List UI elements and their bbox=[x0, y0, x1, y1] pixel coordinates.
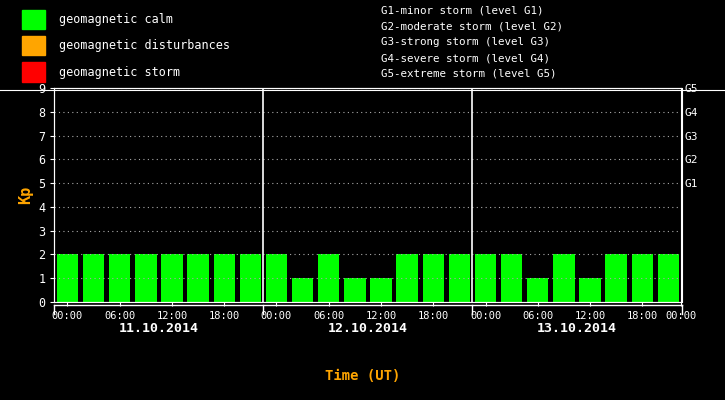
Bar bbox=[22, 62, 45, 82]
Bar bbox=[527, 278, 549, 302]
Text: geomagnetic disturbances: geomagnetic disturbances bbox=[59, 39, 231, 52]
Text: 12.10.2014: 12.10.2014 bbox=[328, 322, 408, 334]
Bar bbox=[57, 254, 78, 302]
Bar bbox=[266, 254, 287, 302]
Bar bbox=[658, 254, 679, 302]
Bar bbox=[22, 36, 45, 56]
Bar bbox=[397, 254, 418, 302]
Bar bbox=[240, 254, 261, 302]
Text: 13.10.2014: 13.10.2014 bbox=[537, 322, 617, 334]
Text: geomagnetic storm: geomagnetic storm bbox=[59, 66, 181, 79]
Text: G2-moderate storm (level G2): G2-moderate storm (level G2) bbox=[381, 21, 563, 31]
Text: G4-severe storm (level G4): G4-severe storm (level G4) bbox=[381, 53, 550, 63]
Bar bbox=[579, 278, 601, 302]
Bar bbox=[161, 254, 183, 302]
Bar bbox=[187, 254, 209, 302]
Text: 11.10.2014: 11.10.2014 bbox=[119, 322, 199, 334]
Bar bbox=[423, 254, 444, 302]
Bar bbox=[135, 254, 157, 302]
Y-axis label: Kp: Kp bbox=[17, 186, 33, 204]
Bar bbox=[631, 254, 653, 302]
Text: Time (UT): Time (UT) bbox=[325, 369, 400, 383]
Bar bbox=[344, 278, 365, 302]
Bar bbox=[501, 254, 523, 302]
Bar bbox=[553, 254, 575, 302]
Bar bbox=[605, 254, 627, 302]
Bar bbox=[213, 254, 235, 302]
Text: G1-minor storm (level G1): G1-minor storm (level G1) bbox=[381, 6, 543, 16]
Bar bbox=[83, 254, 104, 302]
Text: G5-extreme storm (level G5): G5-extreme storm (level G5) bbox=[381, 69, 556, 79]
Bar bbox=[475, 254, 496, 302]
Text: G3-strong storm (level G3): G3-strong storm (level G3) bbox=[381, 37, 550, 47]
Bar bbox=[370, 278, 392, 302]
Text: geomagnetic calm: geomagnetic calm bbox=[59, 13, 173, 26]
Bar bbox=[449, 254, 470, 302]
Bar bbox=[22, 10, 45, 29]
Bar bbox=[292, 278, 313, 302]
Bar bbox=[109, 254, 130, 302]
Bar bbox=[318, 254, 339, 302]
